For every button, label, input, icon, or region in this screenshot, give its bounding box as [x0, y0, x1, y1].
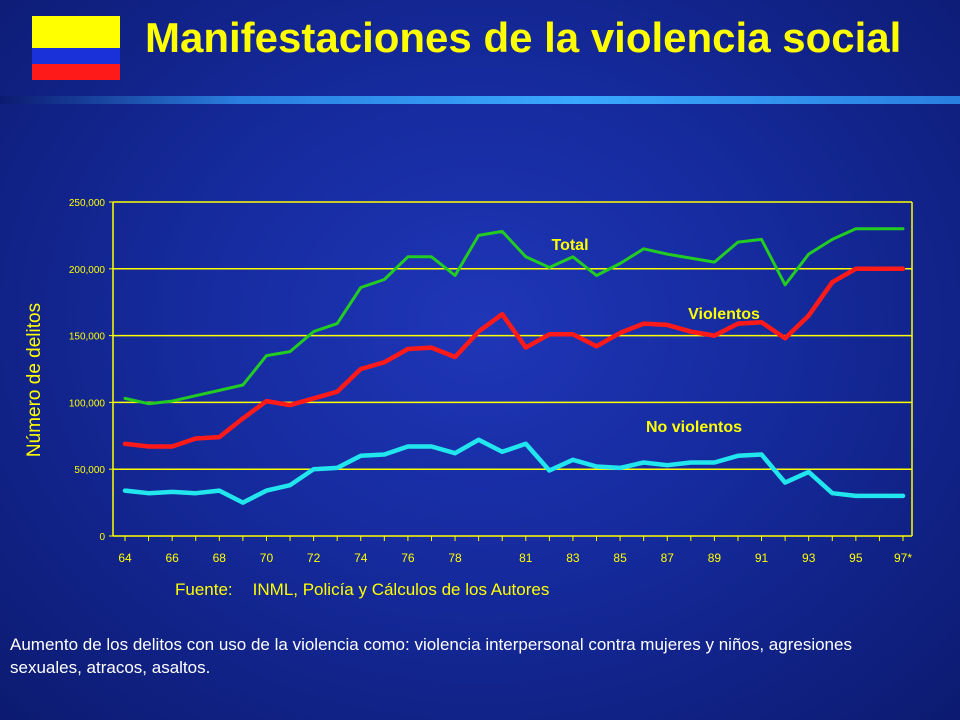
x-tick-label: 87 [661, 551, 675, 565]
y-axis-label: Número de delitos [24, 302, 45, 458]
x-tick-label: 83 [566, 551, 580, 565]
flag-yellow-stripe [32, 16, 120, 48]
series-line-total [123, 227, 905, 406]
slide-title: Manifestaciones de la violencia social [145, 14, 902, 61]
y-tick-label: 200,000 [69, 265, 106, 276]
y-tick-label: 250,000 [69, 198, 106, 209]
flag-blue-stripe [32, 48, 120, 64]
x-tick-label: 85 [613, 551, 627, 565]
source-text: INML, Policía y Cálculos de los Autores [252, 580, 550, 599]
x-tick-label: 78 [448, 551, 462, 565]
x-tick-label: 72 [307, 551, 321, 565]
x-tick-label: 89 [708, 551, 722, 565]
slide-caption: Aumento de los delitos con uso de la vio… [10, 635, 852, 677]
x-tick-label: 97* [894, 551, 912, 565]
x-tick-label: 70 [260, 551, 274, 565]
series-line-violentos [122, 266, 906, 449]
x-tick-label: 66 [165, 551, 179, 565]
x-tick-label: 91 [755, 551, 769, 565]
y-tick-label: 150,000 [69, 332, 106, 343]
x-tick-label: 68 [213, 551, 227, 565]
chart-source: Fuente: INML, Policía y Cálculos de los A… [175, 580, 549, 600]
x-tick-label: 64 [118, 551, 132, 565]
x-tick-label: 95 [849, 551, 863, 565]
series-label: No violentos [646, 419, 742, 436]
y-tick-label: 100,000 [69, 398, 106, 409]
colombia-flag [32, 16, 120, 80]
crime-line-chart: 0 50,000 100,000 150,000 200,000 250,000 64 66 6… [69, 198, 913, 565]
series-label: Total [551, 237, 588, 254]
series-label: Violentos [688, 306, 760, 323]
x-tick-label: 76 [401, 551, 415, 565]
y-tick-label: 0 [99, 532, 105, 543]
x-tick-label: 93 [802, 551, 816, 565]
series-line-no-violentos [122, 437, 906, 505]
x-tick-label: 74 [354, 551, 368, 565]
flag-red-stripe [32, 64, 120, 80]
plot-area [113, 202, 912, 536]
x-tick-label: 81 [519, 551, 533, 565]
title-divider [0, 96, 960, 104]
source-label: Fuente: [175, 580, 233, 599]
y-tick-label: 50,000 [74, 465, 105, 476]
